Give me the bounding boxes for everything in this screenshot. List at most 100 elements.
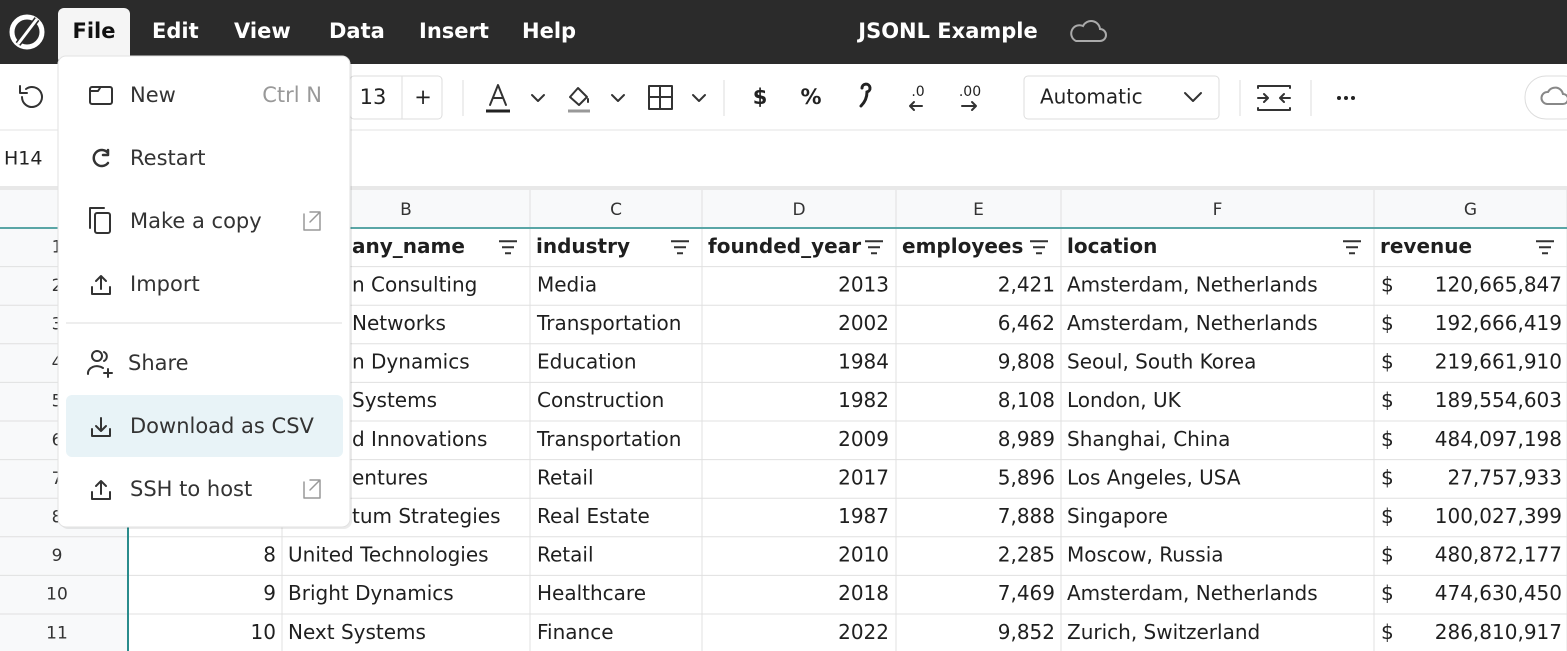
year-cell: 2022: [838, 620, 889, 644]
location-cell: Moscow, Russia: [1067, 543, 1224, 567]
header-cell: any_name: [352, 234, 465, 258]
industry-cell: Transportation: [536, 427, 681, 451]
formula-bar-border: [0, 186, 1567, 190]
currency-symbol: $: [1381, 388, 1394, 412]
name-box[interactable]: H14: [4, 148, 42, 170]
menu-item[interactable]: Share: [128, 351, 189, 375]
industry-cell: Retail: [537, 465, 594, 489]
file-tab[interactable]: [58, 8, 130, 64]
location-cell: Amsterdam, Netherlands: [1067, 272, 1318, 296]
menu-item[interactable]: Download as CSV: [130, 414, 315, 438]
name-cell: n Consulting: [352, 272, 477, 296]
year-cell: 1984: [838, 350, 889, 374]
font-size[interactable]: 13: [360, 85, 387, 109]
industry-cell: Finance: [537, 620, 614, 644]
name-cell: Systems: [352, 388, 437, 412]
menu-item[interactable]: New: [130, 83, 176, 107]
percent-format[interactable]: %: [800, 85, 821, 109]
external-link-icon: [303, 479, 321, 499]
share-button[interactable]: [1524, 75, 1567, 120]
column-header: C: [610, 200, 622, 220]
increase-decimals[interactable]: .00: [959, 84, 981, 100]
undo-icon[interactable]: [19, 85, 43, 108]
decrease-arrow: [909, 101, 923, 111]
revenue-cell: 286,810,917: [1435, 620, 1562, 644]
year-cell: 2018: [838, 581, 889, 605]
number-format[interactable]: Automatic: [1040, 85, 1143, 109]
dropdown-arrow: [1184, 92, 1202, 102]
employees-cell: 9,852: [998, 620, 1055, 644]
currency-symbol: $: [1381, 504, 1394, 528]
borders-button[interactable]: [648, 85, 706, 110]
id-cell: 8: [263, 543, 276, 567]
revenue-cell: 474,630,450: [1435, 581, 1562, 605]
employees-cell: 5,896: [998, 465, 1055, 489]
row-number: 7: [52, 469, 63, 489]
share-icon: [86, 351, 113, 378]
more-icon[interactable]: [1337, 96, 1355, 100]
restart-icon: [92, 148, 110, 168]
currency-symbol: $: [1381, 427, 1394, 451]
location-cell: Los Angeles, USA: [1067, 465, 1241, 489]
name-cell: Networks: [352, 311, 446, 335]
filter-icon: [1536, 240, 1554, 255]
employees-cell: 7,469: [998, 581, 1055, 605]
document-title: JSONL Example: [856, 19, 1037, 43]
menu-item[interactable]: Restart: [130, 146, 205, 170]
shortcut: Ctrl N: [262, 83, 322, 107]
new-icon-tab: [89, 87, 101, 92]
comma-format[interactable]: [859, 82, 872, 108]
cloud-icon: [1070, 20, 1107, 42]
text-color-button[interactable]: [486, 84, 545, 113]
row-number: 8: [52, 508, 63, 528]
header-cell: industry: [536, 234, 630, 258]
currency-format[interactable]: $: [753, 85, 768, 109]
menu-help[interactable]: Help: [522, 19, 576, 43]
menu-item[interactable]: Make a copy: [130, 209, 262, 233]
menu-item[interactable]: Import: [130, 272, 200, 296]
wrap-icon[interactable]: [1257, 85, 1291, 111]
cloud-icon: [1540, 86, 1567, 105]
row-number: 5: [52, 392, 63, 412]
number-format-box[interactable]: [1023, 75, 1220, 120]
revenue-cell: 27,757,933: [1447, 465, 1562, 489]
filter-icon: [1343, 240, 1361, 255]
increase-font[interactable]: +: [414, 85, 432, 109]
menu-file[interactable]: File: [73, 19, 116, 43]
year-cell: 2017: [838, 465, 889, 489]
row-number: 2: [52, 276, 63, 296]
logo: [9, 14, 45, 50]
industry-cell: Education: [537, 350, 637, 374]
column-header: F: [1213, 200, 1223, 220]
menubar: [0, 0, 1567, 64]
currency-symbol: $: [1381, 620, 1394, 644]
industry-cell: Transportation: [536, 311, 681, 335]
row-number: 6: [52, 430, 63, 450]
ssh-icon: [91, 480, 111, 500]
filter-icon: [1030, 240, 1048, 255]
increase-arrow: [961, 101, 977, 111]
row-number: 3: [52, 315, 63, 335]
menu-view[interactable]: View: [234, 19, 291, 43]
filter-icon: [671, 240, 689, 255]
industry-cell: Real Estate: [537, 504, 650, 528]
decrease-decimals[interactable]: .0: [911, 84, 924, 100]
revenue-cell: 219,661,910: [1435, 350, 1562, 374]
menu-edit[interactable]: Edit: [152, 19, 199, 43]
location-cell: Singapore: [1067, 504, 1168, 528]
name-cell: tum Strategies: [352, 504, 501, 528]
new-icon: [89, 86, 113, 105]
revenue-cell: 120,665,847: [1435, 272, 1562, 296]
industry-cell: Construction: [537, 388, 664, 412]
menu-insert[interactable]: Insert: [419, 19, 489, 43]
fill-color-button[interactable]: [568, 87, 625, 113]
name-cell: Bright Dynamics: [288, 581, 454, 605]
external-link-icon: [303, 211, 321, 231]
menu-item[interactable]: SSH to host: [130, 477, 252, 501]
year-cell: 2013: [838, 272, 889, 296]
id-cell: 10: [251, 620, 276, 644]
menu-data[interactable]: Data: [329, 19, 385, 43]
row-number: 1: [52, 237, 63, 257]
download-icon: [91, 417, 111, 437]
